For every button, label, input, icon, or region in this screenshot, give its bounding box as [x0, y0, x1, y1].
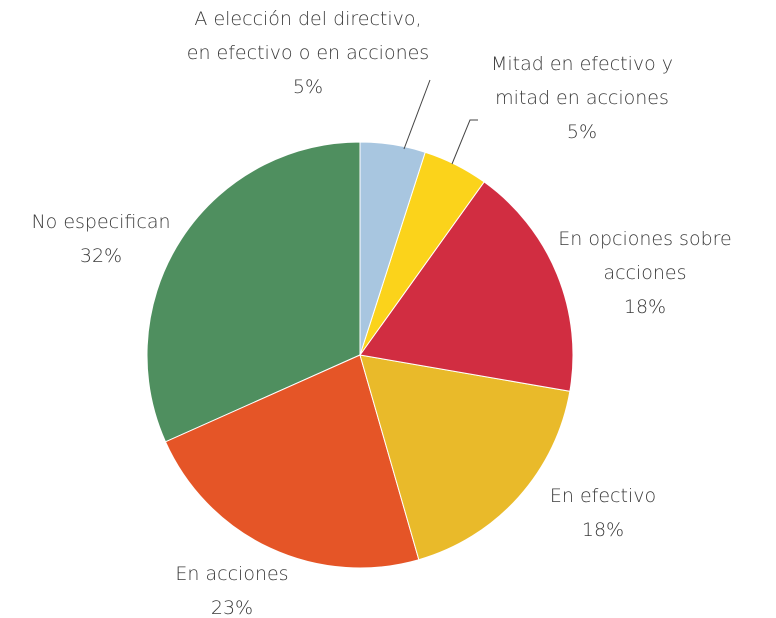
- pie-slice: [359, 141, 426, 356]
- slice-label: acciones: [603, 262, 686, 284]
- pie-slice: [359, 181, 574, 392]
- leader-line: [403, 79, 431, 150]
- value-label: 18%: [582, 519, 624, 541]
- slice-label: A elección del directivo,: [194, 8, 421, 30]
- value-label: 18%: [624, 296, 666, 318]
- pie-slice: [164, 354, 420, 569]
- value-label: 23%: [211, 597, 253, 618]
- slice-label: No especifican: [31, 211, 170, 233]
- slice-label: En efectivo: [550, 485, 656, 507]
- value-label: 5%: [567, 121, 597, 143]
- slice-label: mitad en acciones: [495, 87, 669, 109]
- pie-slice: [359, 354, 571, 561]
- value-label: 5%: [293, 76, 323, 98]
- slice-label: en efectivo o en acciones: [187, 42, 429, 64]
- slice-label: En acciones: [175, 563, 288, 585]
- pie-slice: [146, 141, 361, 443]
- value-label: 32%: [80, 245, 122, 267]
- leader-line: [451, 119, 478, 165]
- slice-label: Mitad en efectivo y: [491, 53, 673, 75]
- slice-label: En opciones sobre: [558, 228, 731, 250]
